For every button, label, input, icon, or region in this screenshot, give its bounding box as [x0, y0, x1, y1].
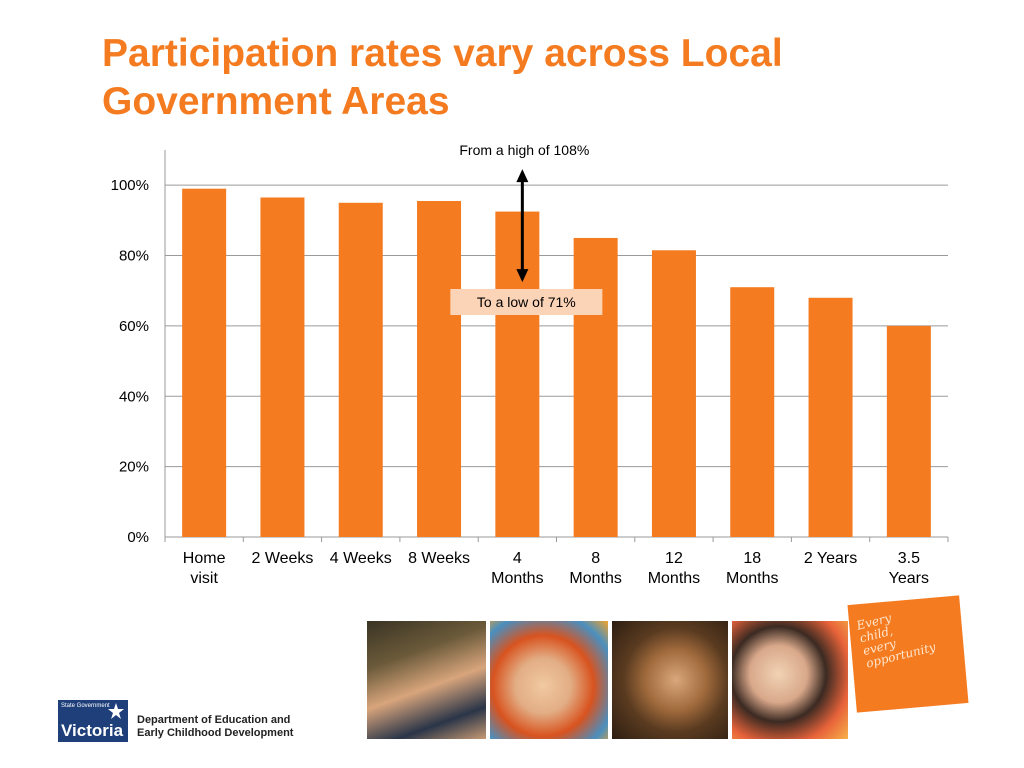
- southern-cross-icon: [108, 703, 124, 719]
- bar: [808, 297, 853, 537]
- bar: [651, 250, 696, 537]
- baby-photo: [490, 621, 608, 739]
- victoria-logo-small-text: State Government: [61, 703, 110, 709]
- bar-chart: 0% 20% 40% 60% 80% 100% Home visit 2 Weeks 4 Week…: [111, 142, 949, 587]
- bar: [495, 211, 540, 537]
- x-category-label: Home visit: [183, 550, 226, 587]
- annotation-high: From a high of 108%: [459, 142, 589, 158]
- victoria-logo-main-text: Victoria: [61, 721, 124, 740]
- annotation-low: To a low of 71%: [477, 294, 576, 310]
- slide-title: Participation rates vary across Local Go…: [102, 30, 922, 126]
- bar: [338, 202, 383, 538]
- x-category-label: 12 Months: [648, 550, 700, 587]
- child-with-mud-photo: [612, 621, 728, 739]
- bars: [182, 188, 931, 538]
- y-tick-label: 0%: [127, 529, 149, 546]
- range-arrow-head-down: [516, 269, 529, 283]
- bar: [417, 201, 462, 537]
- x-category-label: 18 Months: [726, 550, 778, 587]
- bar: [573, 237, 618, 538]
- x-category-label: 8 Months: [569, 550, 621, 587]
- department-name-line-1: Department of Education and: [137, 714, 291, 726]
- x-category-label: 2 Weeks: [251, 550, 313, 567]
- annotations: From a high of 108% To a low of 71%: [450, 142, 603, 315]
- x-category-label: 3.5 Years: [889, 550, 929, 587]
- department-name-line-2: Early Childhood Development: [137, 727, 294, 739]
- department-name: Department of Education and Early Childh…: [137, 714, 293, 740]
- bar: [260, 197, 305, 537]
- y-tick-label: 20%: [119, 459, 149, 476]
- slide-title-line-1: Participation rates vary across Local: [102, 32, 783, 75]
- y-tick-label: 80%: [119, 248, 149, 265]
- y-tick-label: 100%: [111, 177, 149, 194]
- x-category-label: 4 Weeks: [330, 550, 392, 567]
- annotation-low-box: [450, 289, 603, 315]
- victoria-logo: State Government Victoria: [58, 700, 128, 742]
- father-and-child-photo: [367, 621, 486, 739]
- bar: [730, 287, 775, 537]
- y-tick-label: 60%: [119, 318, 149, 335]
- x-category-label: 4 Months: [491, 550, 543, 587]
- slide-title-line-2: Government Areas: [102, 80, 450, 123]
- x-category-label: 8 Weeks: [408, 550, 470, 567]
- tagline: Every child, every opportunity: [855, 597, 960, 671]
- range-arrow-head-up: [516, 169, 529, 183]
- tagline-card: Every child, every opportunity: [847, 595, 969, 713]
- y-tick-label: 40%: [119, 388, 149, 405]
- smiling-girl-photo: [732, 621, 848, 739]
- bar: [886, 325, 931, 537]
- bar: [182, 188, 227, 537]
- x-category-label: 2 Years: [804, 550, 857, 567]
